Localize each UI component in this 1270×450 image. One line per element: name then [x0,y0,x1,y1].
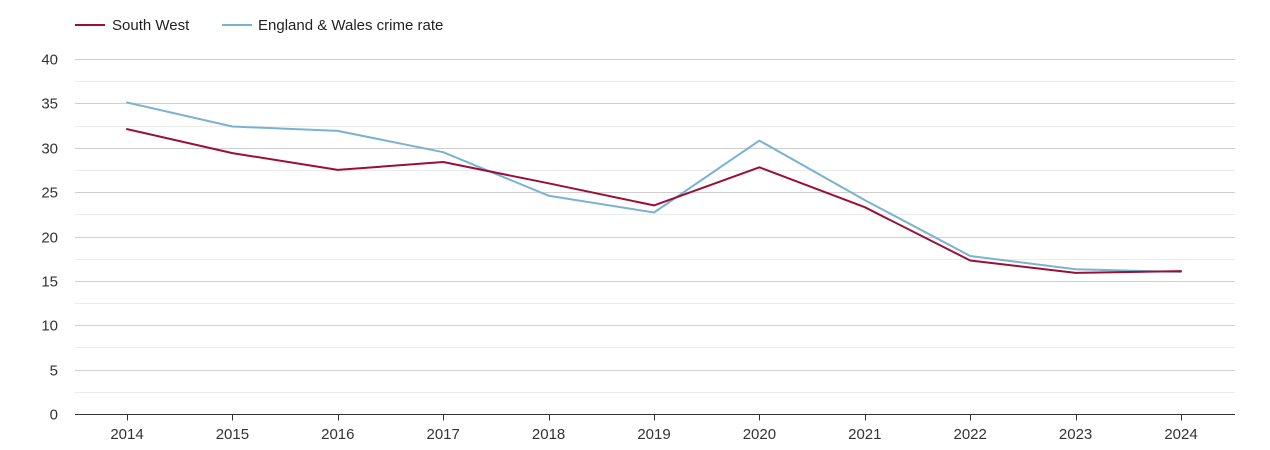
x-tick-label: 2024 [1164,426,1197,443]
y-tick-label: 15 [41,274,58,291]
x-tick-label: 2022 [954,426,987,443]
y-tick-label: 35 [41,96,58,113]
x-axis: 2014 2015 2016 2017 2018 2019 2020 2021 2022 2023… [75,414,1235,443]
x-tick-label: 2023 [1059,426,1092,443]
x-tick-label: 2014 [110,426,143,443]
x-tick-label: 2015 [216,426,249,443]
y-tick-label: 25 [41,185,58,202]
series-lines [126,101,1182,274]
x-tick-label: 2016 [321,426,354,443]
x-tick-label: 2018 [532,426,565,443]
legend-item-south-west[interactable]: South West [75,17,190,34]
x-tick-label: 2017 [427,426,460,443]
y-tick-label: 30 [41,141,58,158]
gridlines [75,59,1235,393]
series-line-england-wales-crime-rate [126,101,1182,273]
legend-item-england-wales[interactable]: England & Wales crime rate [222,17,443,34]
y-tick-label: 5 [50,363,58,380]
x-tick-label: 2019 [637,426,670,443]
legend-label-england-wales: England & Wales crime rate [258,17,443,34]
x-tick-label: 2021 [848,426,881,443]
y-tick-label: 10 [41,318,58,335]
legend-label-south-west: South West [112,17,190,34]
y-tick-label: 0 [50,407,58,424]
y-axis: 0 5 10 15 20 25 30 35 40 [41,52,58,424]
legend: South West England & Wales crime rate [75,17,443,34]
series-line-south-west [126,128,1182,274]
y-tick-label: 20 [41,230,58,247]
y-tick-label: 40 [41,52,58,69]
x-tick-label: 2020 [743,426,776,443]
